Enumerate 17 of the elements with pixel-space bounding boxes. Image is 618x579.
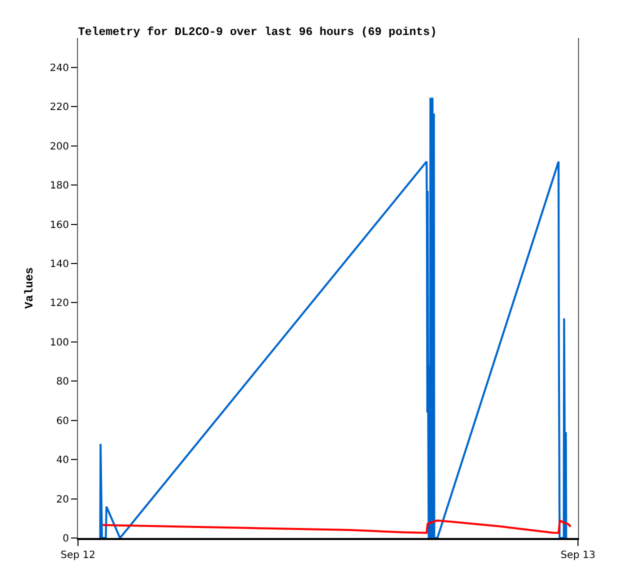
y-tick-label: 180 [50, 180, 69, 192]
y-tick-label: 220 [50, 102, 69, 114]
y-tick-label: 240 [50, 62, 69, 74]
x-tick-label: Sep 12 [60, 550, 96, 561]
y-tick-label: 120 [50, 298, 69, 310]
y-tick-label: 160 [50, 220, 69, 231]
chart-title: Telemetry for DL2CO-9 over last 96 hours (69 points) [78, 26, 437, 40]
y-tick-label: 60 [56, 416, 69, 427]
y-axis-title: Values [23, 267, 36, 309]
y-tick-label: 20 [56, 494, 69, 506]
y-tick-label: 40 [56, 455, 69, 466]
y-tick-label: 80 [56, 376, 69, 388]
y-tick-label: 140 [50, 258, 69, 270]
x-tick-label: Sep 13 [560, 550, 596, 561]
y-tick-label: 100 [50, 337, 69, 348]
y-tick-label: 200 [50, 141, 69, 152]
y-tick-label: 0 [62, 534, 69, 544]
